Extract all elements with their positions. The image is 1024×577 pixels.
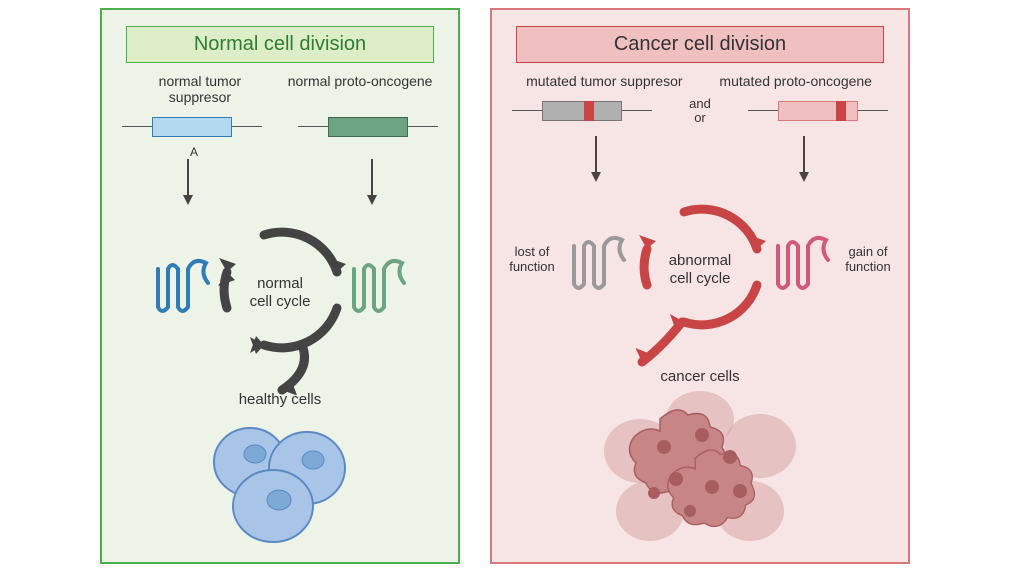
cancer-protein-right-icon [770, 232, 834, 298]
cancer-genes-row: andor [492, 93, 908, 130]
arrow-down-icon [586, 136, 606, 182]
marker-a: A [190, 145, 458, 159]
cancer-connector-text: andor [689, 97, 711, 126]
cancer-cycle-area: abnormal cell cycle lost of function gai… [492, 182, 908, 372]
arrow-down-icon [794, 136, 814, 182]
cancer-gene-right [748, 97, 888, 125]
cancer-gene-label-right: mutated proto-oncogene [707, 73, 884, 89]
cancer-protein-left-icon [566, 232, 630, 298]
normal-title: Normal cell division [126, 26, 434, 63]
cancer-title: Cancer cell division [516, 26, 884, 63]
normal-gene-labels: normal tumor suppresor normal proto-onco… [102, 63, 458, 109]
cancer-protein-right-label: gain of function [836, 244, 900, 275]
cancer-gene-label-left: mutated tumor suppresor [516, 73, 693, 89]
normal-gene-label-right: normal proto-oncogene [286, 73, 434, 105]
cancer-gene-left [512, 97, 652, 125]
normal-gene-left [122, 113, 262, 141]
normal-down-arrows [102, 159, 458, 205]
cancer-gene-labels: mutated tumor suppresor mutated proto-on… [492, 63, 908, 93]
cancer-panel: Cancer cell division mutated tumor suppr… [490, 8, 910, 564]
healthy-cells-icon [102, 408, 458, 549]
normal-gene-right [298, 113, 438, 141]
arrow-down-icon [178, 159, 198, 205]
normal-panel: Normal cell division normal tumor suppre… [100, 8, 460, 564]
cancer-down-arrows [492, 130, 908, 182]
protein-right-icon [346, 255, 410, 321]
tumor-cells-icon [492, 385, 908, 556]
normal-genes-row [102, 109, 458, 145]
arrow-down-icon [362, 159, 382, 205]
cancer-protein-left-label: lost of function [500, 244, 564, 275]
normal-cycle-area: normal cell cycle [102, 205, 458, 395]
protein-left-icon [150, 255, 214, 321]
normal-gene-label-left: normal tumor suppresor [126, 73, 274, 105]
